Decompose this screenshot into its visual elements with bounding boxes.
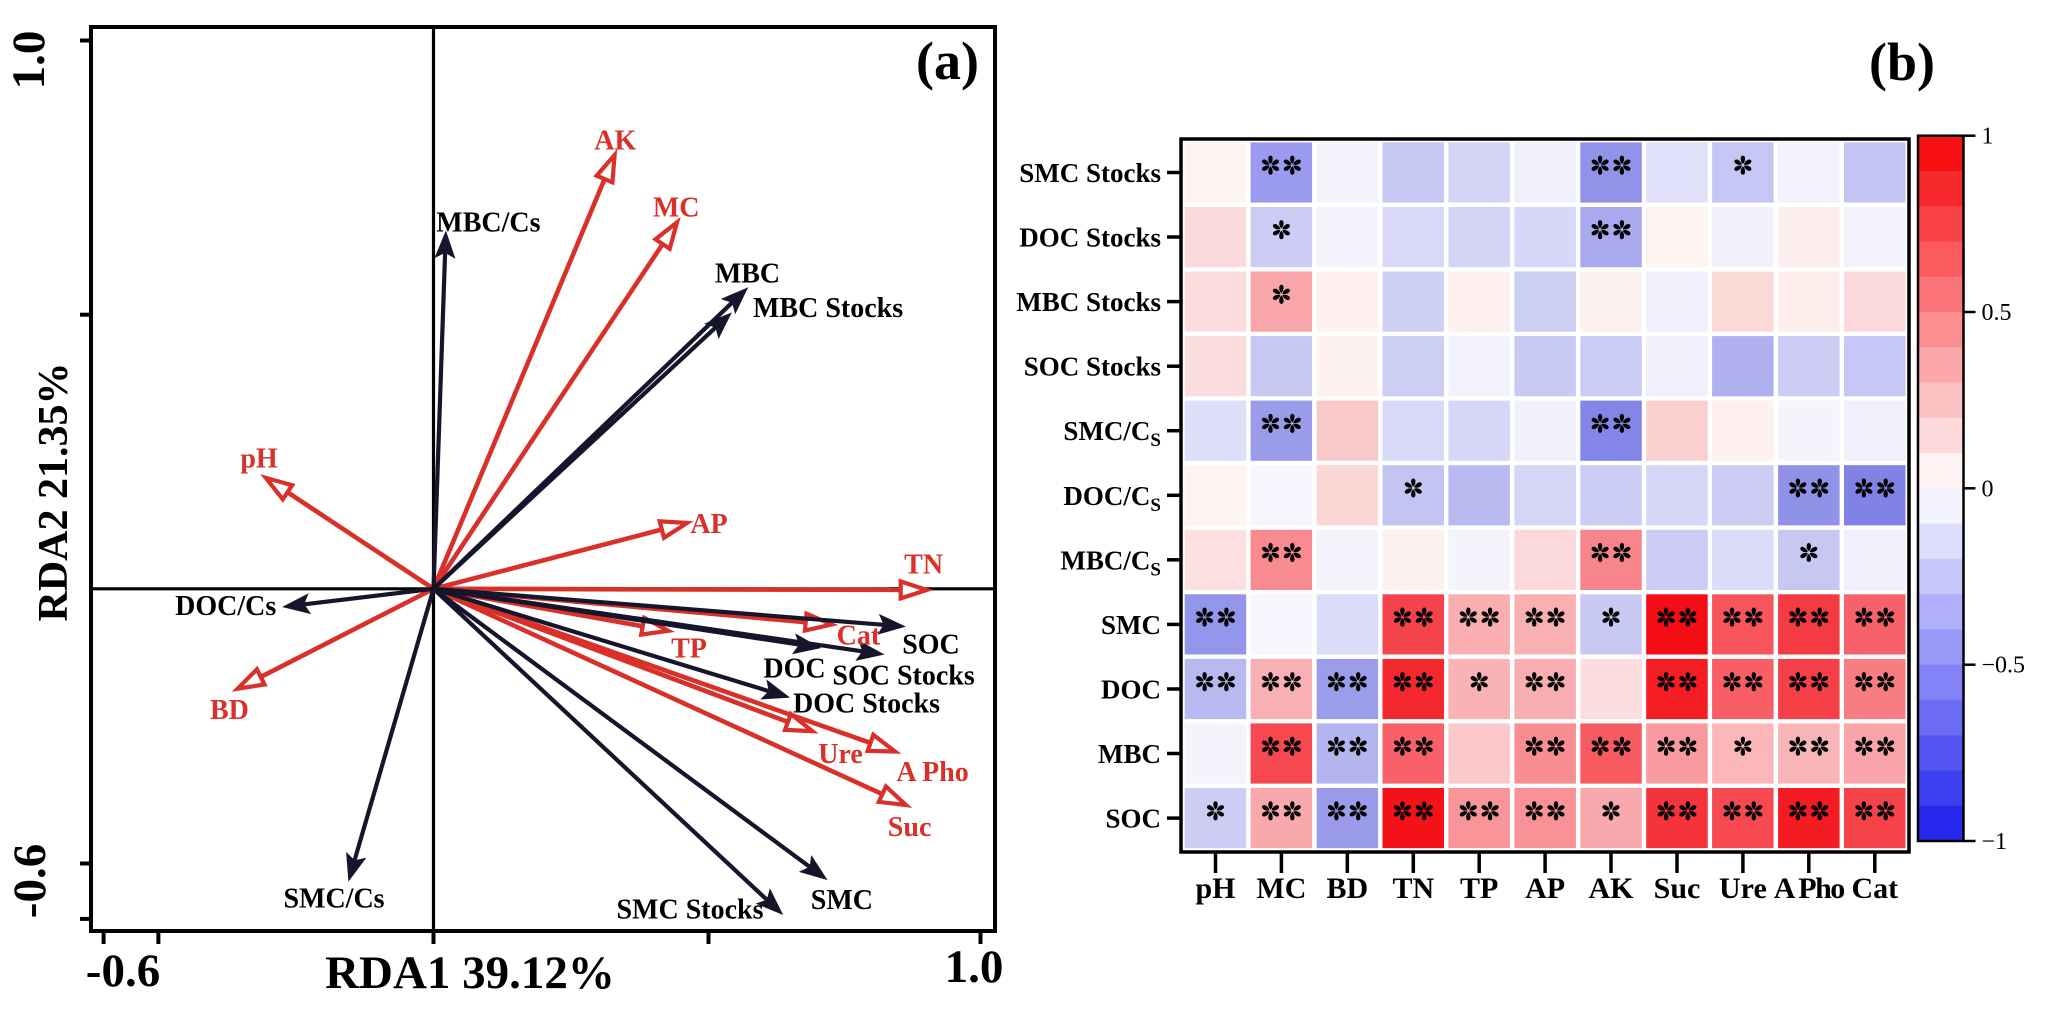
svg-text:AK: AK [1589, 872, 1635, 905]
svg-text:A Pho: A Pho [1774, 872, 1845, 905]
svg-text:-0.6: -0.6 [86, 945, 160, 997]
svg-text:MBC Stocks: MBC Stocks [753, 293, 903, 324]
svg-text:SOC: SOC [1105, 804, 1161, 834]
svg-text:−0.5: −0.5 [1982, 653, 2026, 679]
svg-text:MBC/Cs: MBC/Cs [436, 208, 540, 239]
svg-text:RDA2 21.35%: RDA2 21.35% [31, 363, 77, 622]
svg-text:0.5: 0.5 [1982, 300, 2012, 326]
svg-text:DOC Stocks: DOC Stocks [1019, 223, 1161, 253]
svg-text:DOC: DOC [1101, 675, 1161, 705]
svg-text:TP: TP [671, 634, 707, 665]
svg-text:0: 0 [1982, 476, 1994, 502]
svg-text:-0.6: -0.6 [4, 844, 56, 918]
svg-text:SMC Stocks: SMC Stocks [616, 895, 763, 926]
svg-text:AP: AP [1525, 872, 1565, 905]
svg-text:A Pho: A Pho [896, 757, 968, 788]
svg-text:DOC Stocks: DOC Stocks [793, 689, 940, 720]
svg-text:Cat: Cat [1851, 872, 1898, 905]
svg-text:Ure: Ure [818, 739, 863, 770]
svg-text:MBC: MBC [1098, 739, 1161, 769]
svg-text:AK: AK [594, 126, 636, 157]
svg-text:DOC: DOC [763, 654, 825, 685]
svg-text:SMC Stocks: SMC Stocks [1019, 158, 1161, 188]
svg-text:MBC Stocks: MBC Stocks [1016, 287, 1161, 317]
svg-text:Suc: Suc [888, 812, 932, 843]
svg-text:MBC/CS: MBC/CS [1060, 545, 1161, 580]
svg-text:pH: pH [240, 444, 278, 475]
svg-text:TP: TP [1460, 872, 1498, 905]
svg-text:1.0: 1.0 [945, 941, 1004, 993]
svg-text:−1: −1 [1982, 829, 2008, 855]
svg-text:(a): (a) [916, 31, 979, 91]
svg-text:pH: pH [1195, 872, 1235, 905]
svg-text:1: 1 [1982, 124, 1994, 150]
svg-text:Suc: Suc [1654, 872, 1701, 905]
svg-text:SOC Stocks: SOC Stocks [832, 661, 974, 692]
svg-text:BD: BD [1326, 872, 1368, 905]
svg-text:Ure: Ure [1719, 872, 1767, 905]
svg-text:MBC: MBC [715, 259, 780, 290]
svg-text:DOC/Cs: DOC/Cs [175, 591, 276, 622]
svg-text:(b): (b) [1869, 32, 1935, 92]
svg-text:Cat: Cat [837, 621, 881, 652]
svg-text:SOC: SOC [902, 630, 960, 661]
svg-text:TN: TN [1392, 872, 1434, 905]
svg-text:MC: MC [653, 193, 700, 224]
svg-text:BD: BD [210, 695, 249, 726]
svg-text:RDA1 39.12%: RDA1 39.12% [325, 947, 615, 999]
svg-text:TN: TN [904, 550, 943, 581]
svg-text:SMC/Cs: SMC/Cs [283, 884, 384, 915]
svg-text:DOC/CS: DOC/CS [1063, 481, 1161, 516]
svg-text:1.0: 1.0 [3, 31, 55, 90]
svg-text:AP: AP [690, 509, 727, 540]
svg-text:SMC: SMC [811, 885, 873, 916]
svg-text:SMC/CS: SMC/CS [1063, 416, 1161, 451]
svg-text:SMC: SMC [1101, 610, 1161, 640]
svg-text:MC: MC [1256, 872, 1306, 905]
svg-text:SOC Stocks: SOC Stocks [1024, 352, 1161, 382]
